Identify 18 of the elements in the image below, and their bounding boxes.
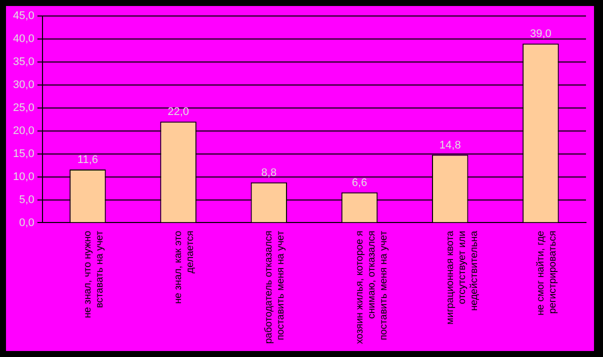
data-label: 39,0 xyxy=(530,28,552,40)
data-label: 8,8 xyxy=(261,166,277,179)
x-tick-label: не знал, как это делается xyxy=(173,230,196,304)
y-tick-label: 30,0 xyxy=(12,78,34,91)
y-tick-label: 0,0 xyxy=(19,216,34,229)
y-tick-label: 45,0 xyxy=(12,10,34,22)
y-tick-label: 5,0 xyxy=(19,194,34,206)
data-label: 6,6 xyxy=(352,176,368,189)
y-tick-label: 20,0 xyxy=(12,124,34,137)
y-tick-label: 15,0 xyxy=(12,148,34,160)
x-tick-label: не знал, что нужно вставать на учет xyxy=(82,230,106,318)
y-tick-label: 35,0 xyxy=(12,56,34,68)
data-label: 22,0 xyxy=(168,106,190,118)
data-label: 11,6 xyxy=(77,154,98,166)
y-tick-label: 25,0 xyxy=(12,102,34,114)
data-label: 14,8 xyxy=(439,139,461,152)
y-tick-label: 10,0 xyxy=(12,170,34,183)
y-tick-label: 40,0 xyxy=(12,33,34,46)
